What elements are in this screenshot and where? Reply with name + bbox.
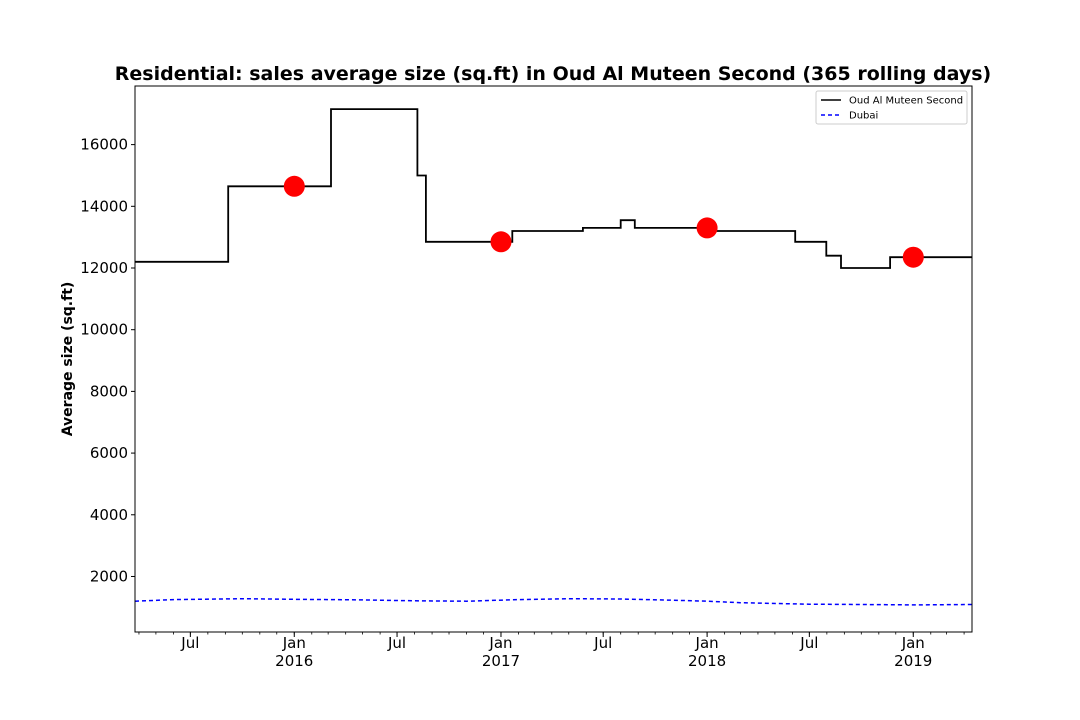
y-tick-label: 2000 [90,567,128,585]
y-tick-label: 8000 [90,382,128,400]
x-tick-year-label: 2016 [275,652,313,670]
plot-frame [134,85,973,633]
x-tick-year-label: 2018 [688,652,726,670]
plot-area [134,108,973,606]
legend-label-1: Oud Al Muteen Second [849,96,963,107]
x-tick-year-label: 2019 [894,652,932,670]
y-tick-label: 10000 [80,321,128,339]
x-tick-label: Jul [180,634,199,652]
y-tick-label: 12000 [80,259,128,277]
legend-label-2: Dubai [849,111,878,122]
y-tick-label: 16000 [80,136,128,154]
series-line-2 [134,597,973,606]
series-line-1 [135,108,972,269]
x-tick-label: Jan [488,634,512,652]
marker-point-4 [902,246,924,268]
marker-point-3 [696,217,718,239]
y-tick-label: 14000 [80,197,128,215]
marker-point-1 [283,175,305,197]
legend: Oud Al Muteen Second Dubai [815,90,968,125]
x-tick-label: Jul [387,634,406,652]
x-tick-year-label: 2017 [482,652,520,670]
y-tick-label: 6000 [90,444,128,462]
x-tick-label: Jan [282,634,306,652]
y-tick-label: 4000 [90,506,128,524]
axes: 2000 4000 6000 8000 10000 12000 14000 16000 Jul J… [80,85,973,670]
x-tick-label: Jul [799,634,818,652]
chart-title: Residential: sales average size (sq.ft) … [115,63,992,85]
y-axis-label: Average size (sq.ft) [60,282,76,437]
x-tick-label: Jan [901,634,925,652]
legend-box [815,90,968,125]
x-tick-label: Jan [695,634,719,652]
marker-point-2 [490,231,512,253]
x-tick-label: Jul [593,634,612,652]
